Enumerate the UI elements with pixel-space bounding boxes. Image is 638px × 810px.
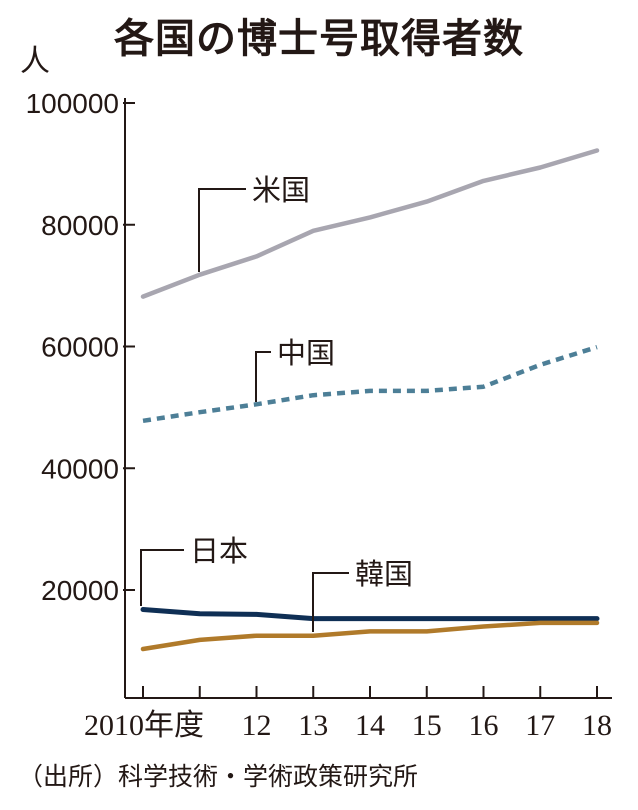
series-line-0	[140, 148, 600, 299]
x-tick-label: 16	[469, 709, 499, 742]
x-tick-label: 14	[355, 709, 385, 742]
series-label: 日本	[190, 534, 248, 568]
series-line-2	[140, 607, 600, 622]
callout-leader-line	[198, 188, 246, 272]
y-tick-label: 100000	[26, 88, 119, 119]
series-label: 米国	[252, 173, 310, 207]
callout-leader-line	[255, 351, 271, 402]
x-tick-label: 17	[525, 709, 555, 742]
y-tick-label: 20000	[41, 575, 119, 606]
series-lines	[140, 148, 600, 652]
axes: 20000 40000 60000 80000 100000 2010年度 12 13 14 15…	[26, 88, 612, 742]
x-tick-label: 2010年度	[84, 709, 204, 742]
callout-leader-line	[140, 549, 184, 606]
y-tick-label: 80000	[41, 210, 119, 241]
y-tick-label: 40000	[41, 453, 119, 484]
chart-title: 各国の博士号取得者数	[114, 16, 524, 62]
callout-leader-line	[312, 572, 349, 632]
series-line-1	[142, 344, 598, 424]
series-label: 中国	[277, 336, 335, 370]
y-tick-label: 60000	[41, 332, 119, 363]
series-line-3	[140, 620, 600, 652]
series-label: 韓国	[355, 557, 413, 591]
y-unit-label: 人	[20, 44, 50, 79]
x-tick-label: 12	[242, 709, 272, 742]
x-tick-label: 13	[298, 709, 328, 742]
x-tick-label: 15	[412, 709, 442, 742]
source-note: （出所）科学技術・学術政策研究所	[18, 762, 419, 791]
x-tick-label: 18	[582, 709, 612, 742]
